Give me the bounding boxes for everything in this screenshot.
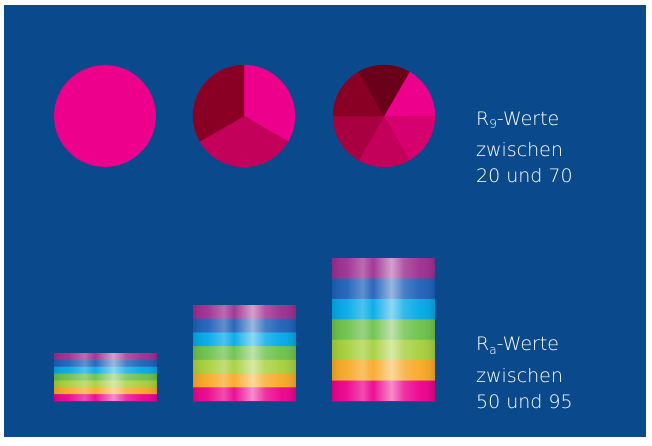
ra-suffix: -Werte <box>496 333 559 355</box>
spectrum-highlight <box>54 353 157 401</box>
spectrum-block-1 <box>54 353 157 402</box>
pie-circle-3 <box>332 64 436 168</box>
pie-segment <box>54 65 156 167</box>
r9-label-line3: 20 und 70 <box>476 165 573 187</box>
r9-prefix: R <box>476 108 490 130</box>
pie-segment <box>383 71 436 117</box>
diagram-panel: R9-Werte zwischen 20 und 70 Ra-Werte zwi… <box>4 5 646 437</box>
pie-segment <box>383 115 436 161</box>
ra-label-line2: zwischen <box>476 365 563 387</box>
ra-label: Ra-Werte zwischen 50 und 95 <box>476 331 573 415</box>
ra-subscript: a <box>489 343 497 357</box>
pie-group <box>54 64 436 168</box>
pie-segment <box>192 64 245 142</box>
pie-segment <box>243 64 296 142</box>
r9-label: R9-Werte zwischen 20 und 70 <box>476 106 573 189</box>
diagram-graphics <box>54 64 436 402</box>
pie-circle-1 <box>54 65 156 167</box>
pie-segment <box>358 115 410 168</box>
pie-segment <box>332 71 385 117</box>
r9-label-line2: zwischen <box>476 139 563 161</box>
ra-label-title: Ra-Werte <box>476 331 573 363</box>
r9-suffix: -Werte <box>496 108 560 130</box>
r9-subscript: 9 <box>489 117 497 131</box>
pie-segment <box>332 115 385 161</box>
spectrum-highlight <box>193 305 296 401</box>
ra-label-line3: 50 und 95 <box>476 391 573 413</box>
spectrum-block-group <box>54 258 435 402</box>
r9-label-title: R9-Werte <box>476 106 573 137</box>
ra-prefix: R <box>476 333 490 355</box>
pie-circle-2 <box>192 64 296 168</box>
spectrum-block-3 <box>332 258 435 402</box>
spectrum-highlight <box>332 258 435 401</box>
spectrum-block-2 <box>193 305 296 402</box>
pie-segment <box>358 64 410 117</box>
